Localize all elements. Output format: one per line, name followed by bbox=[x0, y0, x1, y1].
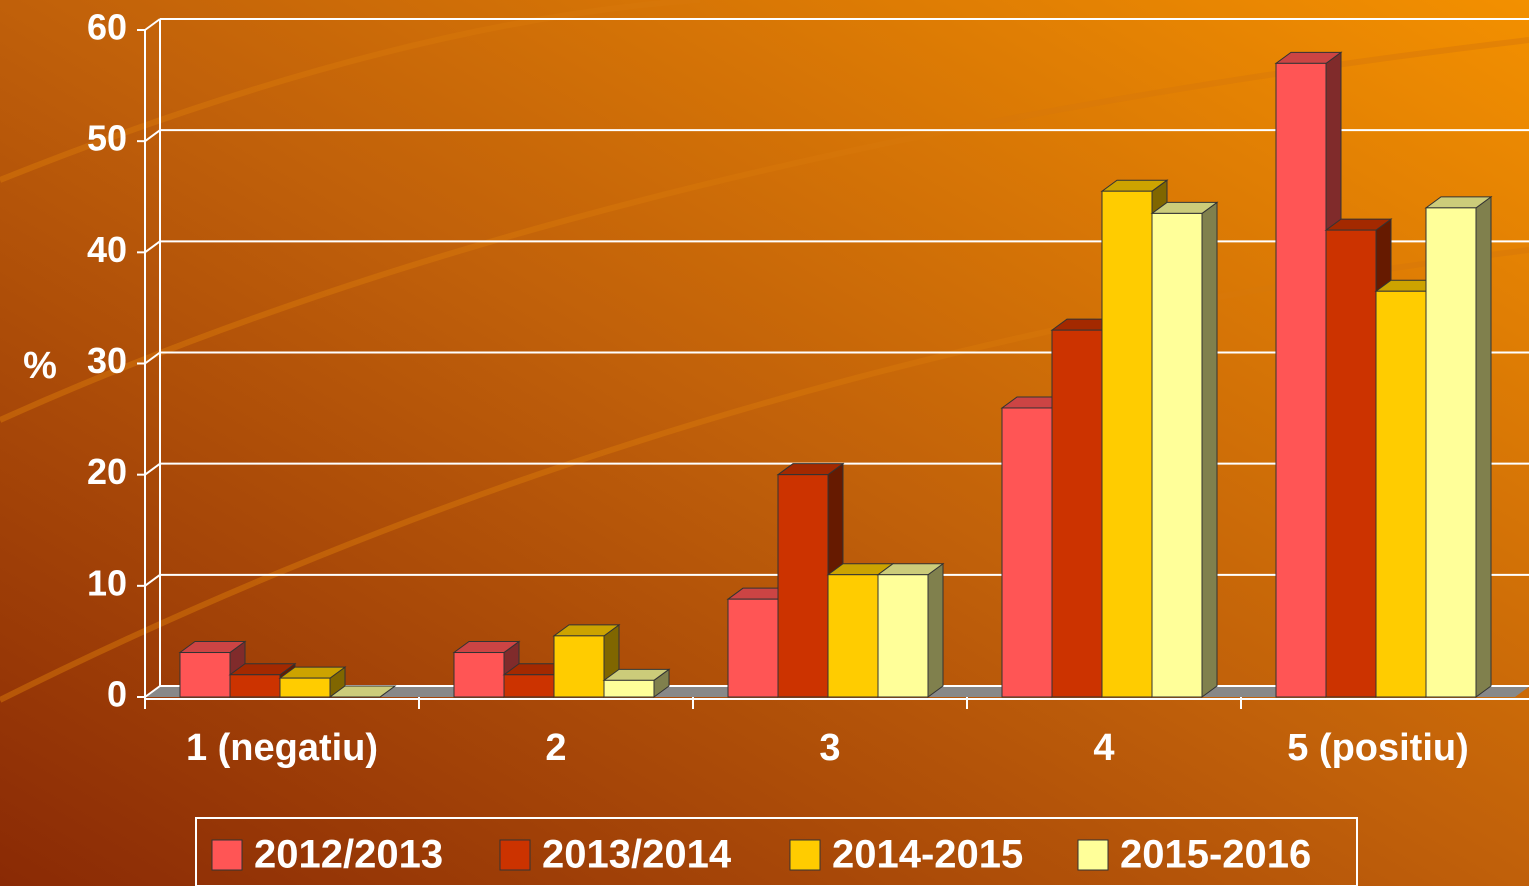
y-tick-label: 10 bbox=[87, 562, 127, 603]
bar bbox=[727, 598, 779, 698]
bar bbox=[1375, 290, 1427, 698]
bar bbox=[279, 677, 331, 698]
legend-label: 2015-2016 bbox=[1120, 833, 1311, 877]
x-tick-label: 1 (negatiu) bbox=[186, 727, 378, 769]
y-tick-label: 60 bbox=[87, 7, 127, 48]
grid-diag bbox=[144, 129, 161, 142]
bar bbox=[229, 674, 281, 698]
bar-side bbox=[927, 562, 944, 698]
x-tick-label: 5 (positiu) bbox=[1287, 727, 1469, 769]
bar bbox=[179, 652, 231, 698]
grid-diag bbox=[144, 685, 161, 698]
bar bbox=[1001, 407, 1053, 698]
y-tick-label: 40 bbox=[87, 229, 127, 270]
bar-side bbox=[1201, 201, 1218, 698]
bar bbox=[1275, 62, 1327, 698]
bar bbox=[827, 574, 879, 698]
legend-label: 2014-2015 bbox=[832, 833, 1023, 877]
legend-swatch bbox=[1077, 839, 1109, 871]
legend-swatch bbox=[211, 839, 243, 871]
grid-diag bbox=[144, 574, 161, 587]
y-axis-label: % bbox=[23, 345, 57, 387]
legend-box bbox=[195, 817, 1358, 886]
bar bbox=[603, 679, 655, 698]
grid-diag bbox=[144, 18, 161, 31]
legend-swatch bbox=[499, 839, 531, 871]
grid-diag bbox=[144, 240, 161, 254]
x-tick-label: 4 bbox=[1093, 727, 1114, 769]
bar bbox=[1051, 329, 1103, 698]
x-tick-label: 3 bbox=[819, 727, 840, 769]
legend-label: 2013/2014 bbox=[542, 833, 732, 877]
grid-diag bbox=[144, 462, 161, 476]
bar bbox=[1101, 190, 1153, 698]
bar-top bbox=[328, 685, 397, 698]
bar bbox=[1325, 229, 1377, 698]
y-tick-label: 0 bbox=[107, 674, 127, 715]
bar bbox=[503, 674, 555, 698]
legend-label: 2012/2013 bbox=[254, 833, 443, 877]
y-tick-label: 20 bbox=[87, 451, 127, 492]
bar bbox=[1151, 212, 1203, 698]
bar bbox=[1425, 207, 1477, 698]
bar bbox=[553, 635, 605, 698]
grid-diag bbox=[144, 351, 161, 365]
bar-side bbox=[1475, 195, 1492, 698]
bar bbox=[777, 474, 829, 698]
x-tick-label: 2 bbox=[545, 727, 566, 769]
bar bbox=[453, 652, 505, 698]
y-tick-label: 30 bbox=[87, 340, 127, 381]
legend-swatch bbox=[789, 839, 821, 871]
bar bbox=[877, 574, 929, 698]
y-tick-label: 50 bbox=[87, 118, 127, 159]
